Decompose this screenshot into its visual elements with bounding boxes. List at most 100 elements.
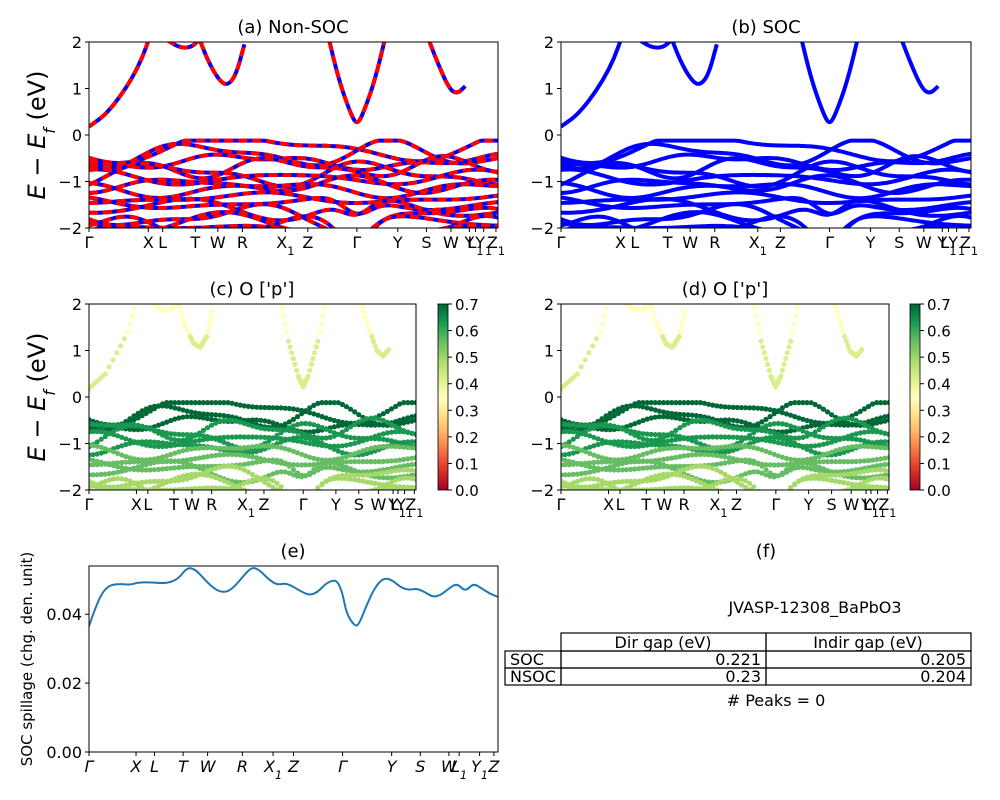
x-tick-label: Y (860, 495, 871, 514)
data-point (143, 424, 149, 431)
panel-e: (e) SOC spillage (chg. den. unit) 0.000.… (18, 541, 500, 782)
data-point (131, 413, 137, 419)
data-point (401, 484, 407, 490)
data-point (188, 486, 194, 490)
data-point (151, 439, 157, 445)
data-point (233, 445, 239, 451)
data-point (200, 411, 206, 417)
data-point (318, 321, 324, 327)
data-point (759, 470, 765, 476)
data-point (628, 478, 634, 484)
data-point (229, 486, 235, 490)
data-point (587, 492, 592, 497)
x-tick-label: Z (487, 757, 500, 776)
data-point (779, 367, 786, 373)
x-tick-label: S (894, 233, 904, 252)
data-point (307, 454, 313, 460)
data-point (570, 487, 576, 490)
data-point (833, 417, 839, 423)
data-point (123, 492, 128, 497)
data-point (775, 462, 781, 468)
data-point (401, 463, 407, 469)
x-tick-label: T (189, 233, 200, 252)
data-point (583, 449, 589, 455)
data-point (796, 493, 801, 498)
data-point (599, 423, 605, 429)
data-point (205, 328, 211, 335)
x-tick-label: X (130, 757, 143, 776)
data-point (767, 450, 773, 456)
data-point (599, 466, 605, 472)
data-point (857, 481, 863, 487)
data-point (652, 432, 658, 438)
data-point (393, 458, 399, 464)
data-point (656, 447, 663, 453)
data-point (792, 400, 798, 406)
data-point (380, 436, 386, 442)
data-point (176, 415, 182, 421)
data-point (213, 465, 219, 471)
data-point (595, 486, 601, 490)
data-point (331, 446, 337, 452)
data-point (865, 468, 872, 474)
data-point (282, 437, 288, 443)
data-point (299, 518, 304, 523)
data-point (632, 493, 637, 498)
band-line (89, 173, 498, 196)
data-point (779, 421, 786, 427)
data-point (292, 361, 298, 367)
data-point (331, 430, 337, 436)
data-point (217, 400, 223, 406)
data-point (587, 444, 593, 450)
panel-a-ylabel: E − Ef (eV) (23, 71, 59, 200)
data-point (364, 500, 369, 505)
data-point (307, 440, 313, 446)
data-point (135, 482, 141, 488)
data-point (376, 444, 382, 450)
data-point (837, 459, 843, 465)
data-point (360, 478, 366, 484)
data-point (315, 400, 321, 406)
data-point (874, 456, 880, 463)
data-point (376, 486, 382, 490)
data-point (669, 400, 675, 406)
data-point (587, 433, 593, 439)
data-point (591, 476, 597, 482)
data-point (755, 493, 760, 498)
data-point (771, 411, 777, 417)
data-point (878, 400, 884, 406)
data-point (299, 462, 305, 468)
data-point (812, 429, 818, 435)
data-point (98, 487, 104, 490)
data-point (586, 350, 592, 356)
data-point (229, 463, 235, 469)
x-tick-label: S (421, 233, 431, 252)
data-point (115, 491, 120, 496)
data-point (882, 445, 888, 451)
data-point (278, 439, 284, 445)
data-point (870, 429, 876, 435)
data-point (849, 459, 855, 465)
data-point (751, 439, 757, 445)
data-point (857, 443, 863, 449)
data-point (763, 423, 769, 429)
data-point (734, 418, 740, 424)
data-point (209, 416, 215, 423)
data-point (673, 472, 679, 478)
data-point (143, 479, 149, 485)
data-point (648, 406, 654, 412)
data-point (619, 404, 626, 410)
data-point (583, 492, 588, 497)
data-point (779, 436, 786, 442)
data-point (343, 442, 350, 448)
data-point (175, 298, 180, 303)
data-point (853, 431, 859, 437)
data-point (119, 459, 125, 466)
data-point (160, 421, 166, 427)
data-point (843, 338, 850, 344)
data-point (324, 499, 329, 504)
data-point (636, 466, 642, 472)
data-point (861, 421, 868, 427)
colorbar-tick-label: 0.1 (455, 455, 479, 473)
data-point (123, 453, 129, 460)
